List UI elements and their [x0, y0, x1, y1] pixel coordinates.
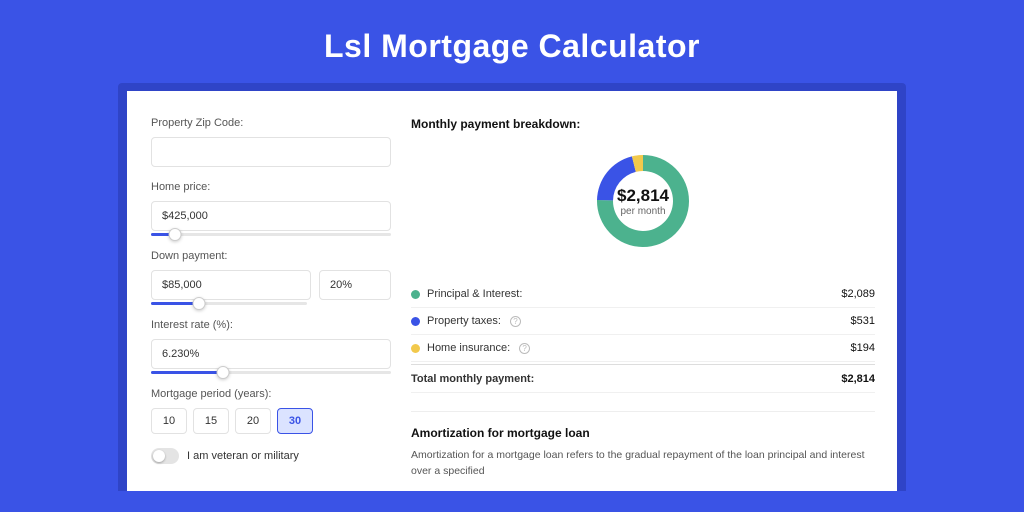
- veteran-toggle[interactable]: [151, 448, 179, 464]
- home-price-label: Home price:: [151, 181, 391, 193]
- period-btn-30[interactable]: 30: [277, 408, 313, 434]
- period-label: Mortgage period (years):: [151, 388, 391, 400]
- calculator-card: Property Zip Code: Home price: Down paym…: [127, 91, 897, 491]
- donut-sub: per month: [620, 206, 665, 217]
- interest-input[interactable]: [151, 339, 391, 369]
- dot-taxes: [411, 317, 420, 326]
- interest-label: Interest rate (%):: [151, 319, 391, 331]
- info-icon[interactable]: ?: [519, 343, 530, 354]
- down-payment-percent-input[interactable]: [319, 270, 391, 300]
- legend-taxes: Property taxes: ? $531: [411, 308, 875, 335]
- period-btn-10[interactable]: 10: [151, 408, 187, 434]
- slider-thumb[interactable]: [169, 228, 182, 241]
- donut-wrap: $2,814 per month: [411, 141, 875, 261]
- down-payment-field: Down payment:: [151, 250, 391, 305]
- amortization-text: Amortization for a mortgage loan refers …: [411, 448, 875, 480]
- period-btn-20[interactable]: 20: [235, 408, 271, 434]
- legend-insurance: Home insurance: ? $194: [411, 335, 875, 362]
- period-options: 10 15 20 30: [151, 408, 391, 434]
- zip-input[interactable]: [151, 137, 391, 167]
- total-label: Total monthly payment:: [411, 373, 534, 385]
- breakdown-panel: Monthly payment breakdown: $2,814 per mo: [411, 117, 875, 491]
- legend-label: Property taxes:: [427, 315, 501, 327]
- down-payment-slider[interactable]: [151, 302, 307, 305]
- slider-thumb[interactable]: [217, 366, 230, 379]
- veteran-row: I am veteran or military: [151, 448, 391, 464]
- amortization-title: Amortization for mortgage loan: [411, 426, 875, 440]
- toggle-knob: [153, 450, 165, 462]
- legend-value: $531: [851, 315, 875, 327]
- donut-amount: $2,814: [617, 186, 669, 206]
- interest-field: Interest rate (%):: [151, 319, 391, 374]
- slider-thumb[interactable]: [193, 297, 206, 310]
- card-shadow: Property Zip Code: Home price: Down paym…: [118, 83, 906, 491]
- legend-principal: Principal & Interest: $2,089: [411, 281, 875, 308]
- donut-center: $2,814 per month: [583, 141, 703, 261]
- zip-field: Property Zip Code:: [151, 117, 391, 167]
- legend-total: Total monthly payment: $2,814: [411, 364, 875, 393]
- veteran-label: I am veteran or military: [187, 450, 299, 462]
- breakdown-title: Monthly payment breakdown:: [411, 117, 875, 131]
- dot-principal: [411, 290, 420, 299]
- home-price-field: Home price:: [151, 181, 391, 236]
- period-btn-15[interactable]: 15: [193, 408, 229, 434]
- total-value: $2,814: [841, 373, 875, 385]
- down-payment-label: Down payment:: [151, 250, 391, 262]
- down-payment-input[interactable]: [151, 270, 311, 300]
- period-field: Mortgage period (years): 10 15 20 30: [151, 388, 391, 434]
- home-price-input[interactable]: [151, 201, 391, 231]
- legend-value: $194: [851, 342, 875, 354]
- amortization-section: Amortization for mortgage loan Amortizat…: [411, 411, 875, 480]
- legend-value: $2,089: [841, 288, 875, 300]
- dot-insurance: [411, 344, 420, 353]
- info-icon[interactable]: ?: [510, 316, 521, 327]
- form-panel: Property Zip Code: Home price: Down paym…: [151, 117, 391, 491]
- interest-slider[interactable]: [151, 371, 391, 374]
- donut-chart: $2,814 per month: [583, 141, 703, 261]
- zip-label: Property Zip Code:: [151, 117, 391, 129]
- page-title: Lsl Mortgage Calculator: [0, 0, 1024, 83]
- legend-label: Principal & Interest:: [427, 288, 522, 300]
- legend-label: Home insurance:: [427, 342, 510, 354]
- home-price-slider[interactable]: [151, 233, 391, 236]
